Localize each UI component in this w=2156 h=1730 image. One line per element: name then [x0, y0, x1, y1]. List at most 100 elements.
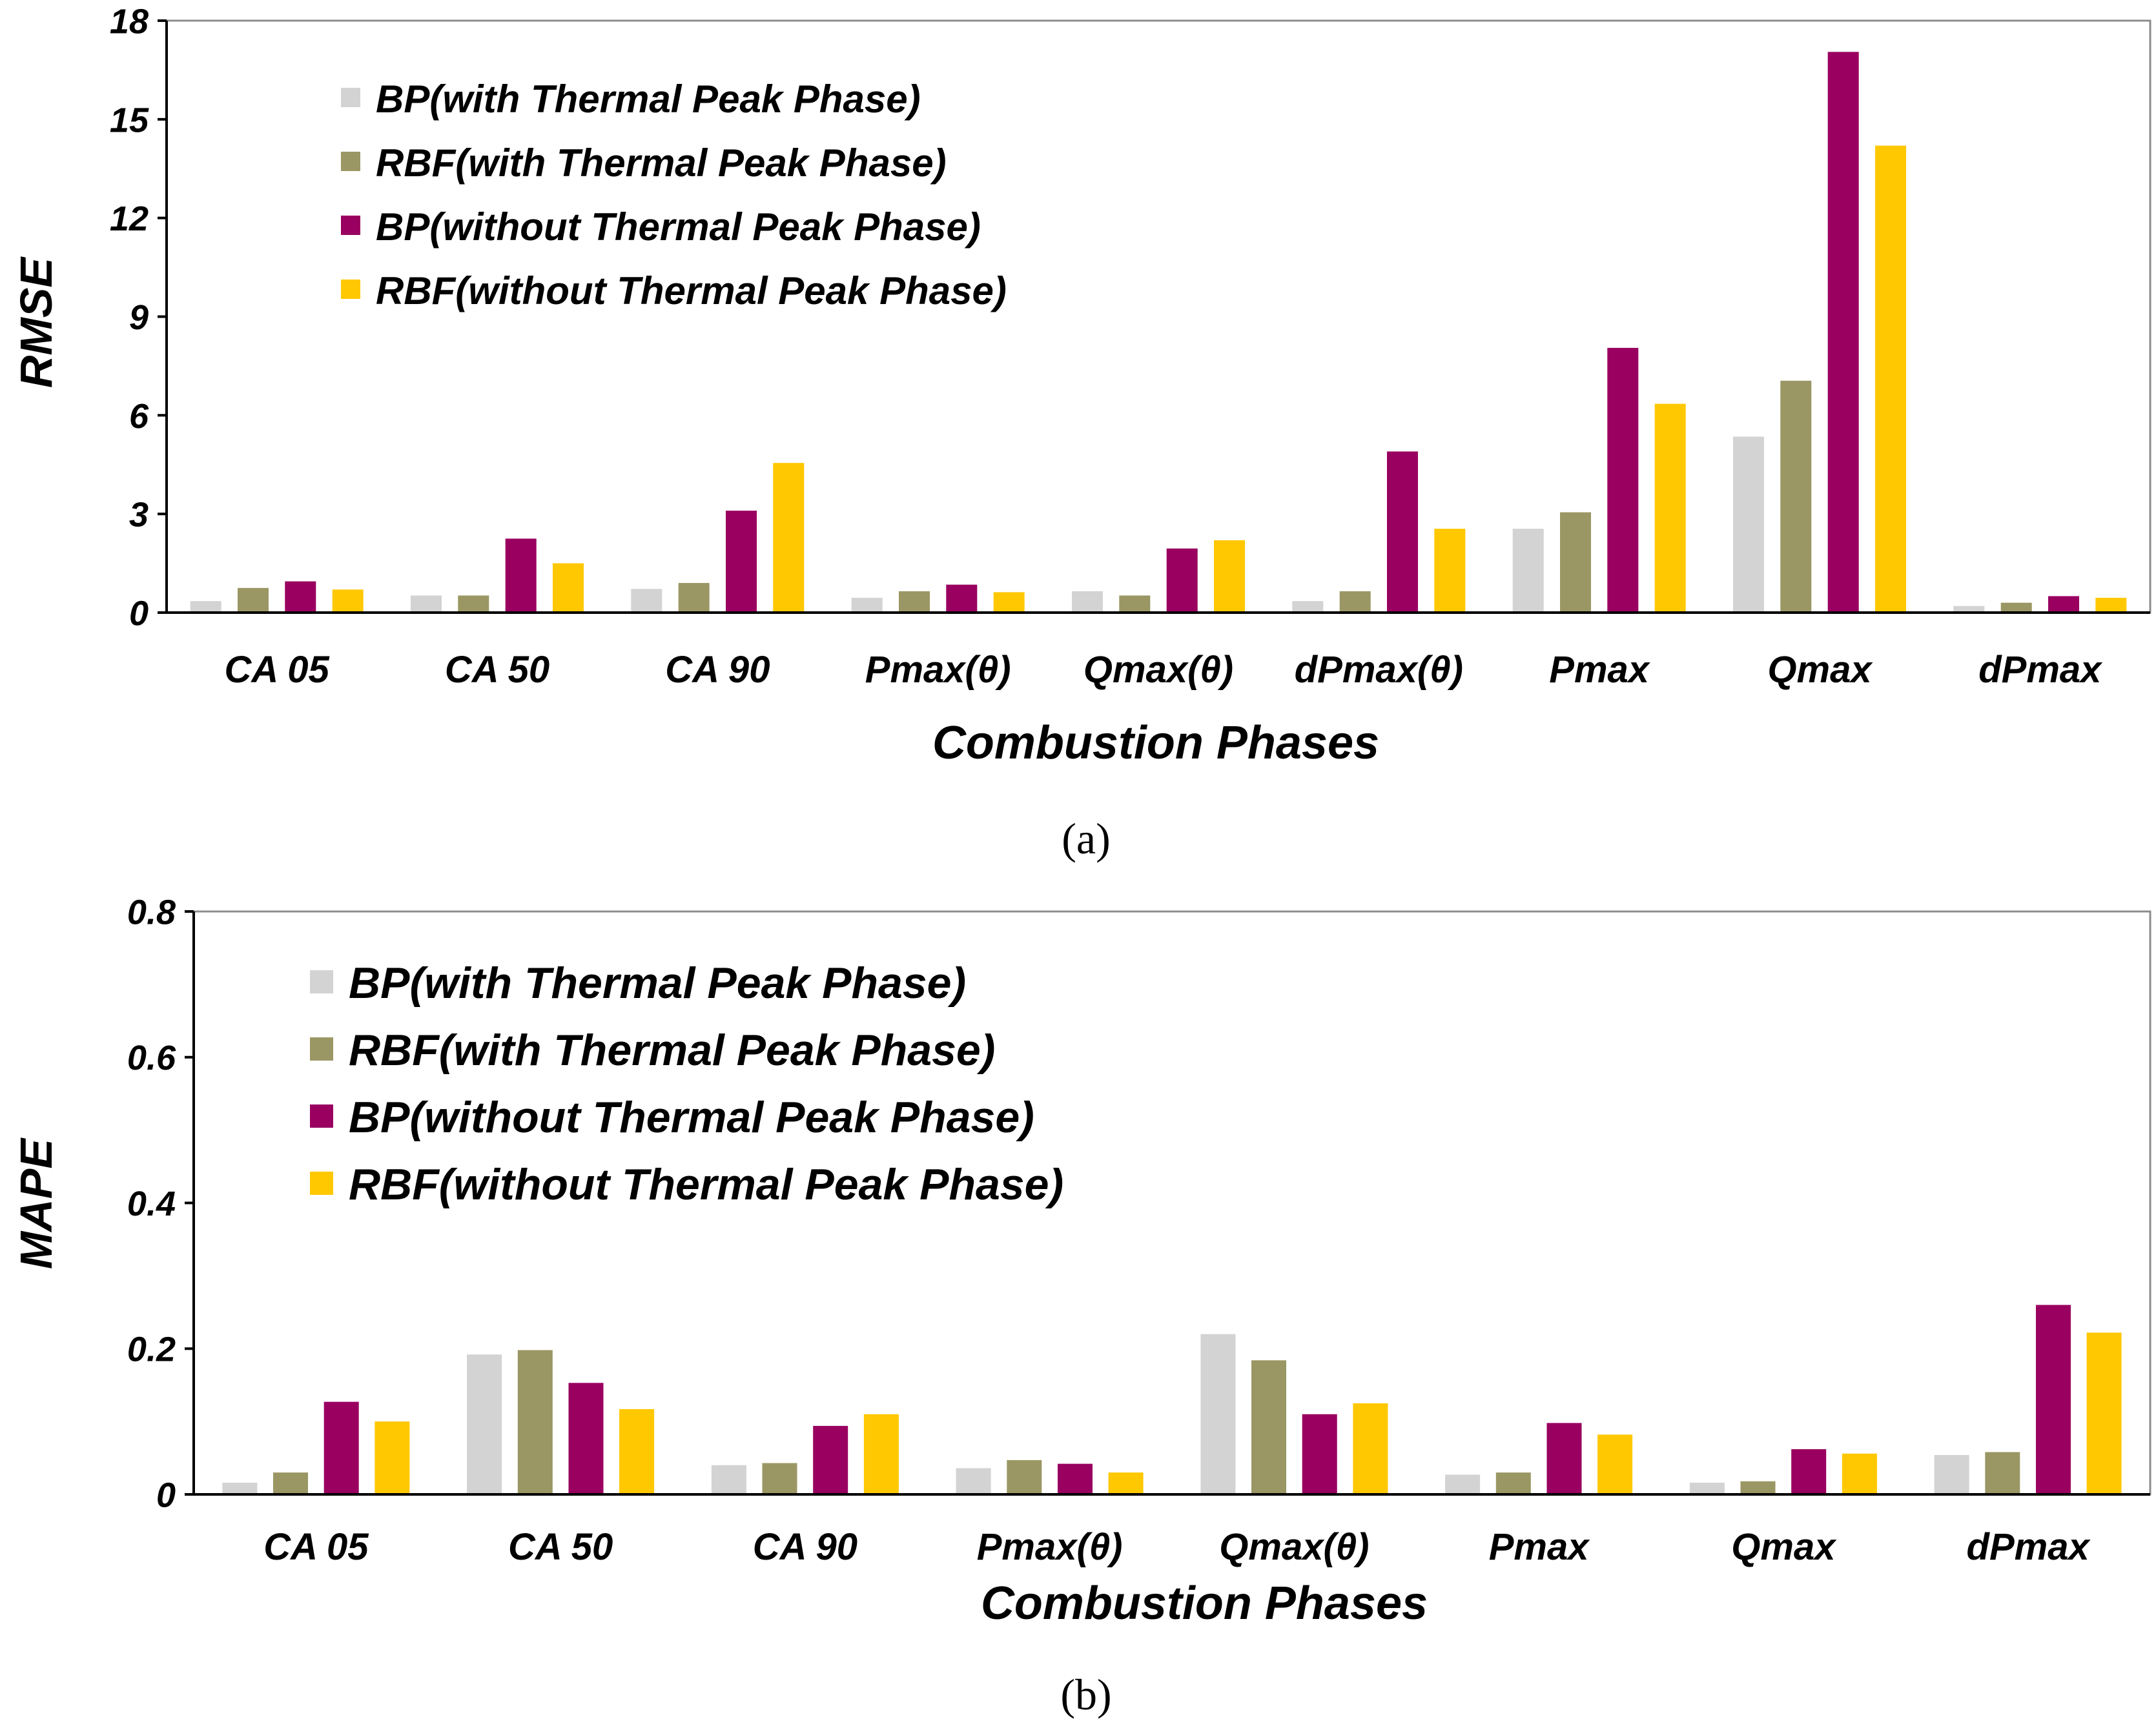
- chart-b-x-tick-label-5: Pmax: [1489, 1526, 1591, 1568]
- chart-a-bar-0-0: [190, 601, 221, 613]
- chart-b-bar-5-3: [1597, 1434, 1633, 1494]
- chart-a-bar-6-1: [1560, 512, 1591, 613]
- chart-b-bar-4-1: [1251, 1360, 1286, 1494]
- chart-b-x-tick-label-2: CA 90: [753, 1526, 857, 1568]
- chart-a-bar-7-2: [1827, 52, 1859, 613]
- chart-b-bar-7-0: [1934, 1455, 1969, 1494]
- chart-a-bar-1-3: [553, 563, 584, 613]
- chart-a-y-tick-label-1: 3: [129, 496, 149, 534]
- chart-a-bar-6-2: [1607, 347, 1639, 613]
- chart-a-legend: BP(with Thermal Peak Phase) RBF(with Ther…: [341, 77, 1007, 312]
- chart-a-bar-5-1: [1339, 591, 1371, 613]
- chart-a-bar-3-1: [899, 591, 930, 613]
- chart-b-bar-7-2: [2036, 1305, 2071, 1494]
- chart-a-bar-0-1: [238, 587, 269, 613]
- chart-b-caption: (b): [1060, 1670, 1111, 1719]
- chart-b-bar-4-2: [1302, 1414, 1337, 1494]
- chart-b-bar-3-0: [956, 1468, 991, 1494]
- chart-a-x-tick-label-8: dPmax: [1978, 649, 2103, 691]
- chart-a-x-tick-label-7: Qmax: [1767, 649, 1873, 691]
- chart-a-bar-1-0: [411, 595, 442, 613]
- chart-a-bar-2-0: [631, 589, 662, 613]
- chart-a-rmse: 0 3 6 9 12 15 18 CA 05 CA 50 CA 90 Pmax(θ) Qmax(θ)…: [11, 2, 2151, 863]
- chart-a-legend-swatch-2: [341, 216, 360, 235]
- chart-a-bar-3-0: [851, 598, 883, 613]
- chart-a-bar-1-2: [505, 538, 537, 613]
- chart-a-y-tick-label-4: 12: [110, 199, 149, 238]
- chart-b-y-ticks: 0 0.2 0.4 0.6 0.8: [127, 893, 194, 1514]
- chart-b-bar-1-2: [568, 1383, 604, 1494]
- chart-b-legend-label-3: RBF(without Thermal Peak Phase): [349, 1160, 1063, 1209]
- chart-b-x-tick-label-1: CA 50: [508, 1526, 613, 1568]
- chart-a-x-tick-label-5: dPmax(θ): [1295, 649, 1463, 691]
- chart-a-x-tick-label-2: CA 90: [665, 649, 770, 691]
- chart-a-legend-label-3: RBF(without Thermal Peak Phase): [376, 269, 1007, 312]
- chart-a-y-tick-label-5: 15: [110, 101, 149, 139]
- chart-b-bar-0-3: [375, 1421, 410, 1494]
- chart-b-bar-6-1: [1740, 1481, 1776, 1494]
- chart-b-bar-3-1: [1007, 1460, 1042, 1494]
- chart-a-x-tick-label-1: CA 50: [445, 649, 549, 691]
- chart-b-legend-swatch-0: [310, 970, 333, 993]
- chart-b-bar-5-1: [1495, 1472, 1531, 1494]
- chart-a-bar-4-2: [1166, 548, 1198, 613]
- chart-a-bars: [190, 52, 2127, 613]
- chart-b-bar-0-2: [323, 1401, 359, 1494]
- chart-b-x-tick-label-7: dPmax: [1967, 1526, 2091, 1568]
- chart-b-bar-2-2: [813, 1425, 848, 1494]
- chart-a-bar-7-0: [1733, 436, 1764, 613]
- chart-a-x-tick-labels: CA 05 CA 50 CA 90 Pmax(θ) Qmax(θ) dPmax(θ) Pma…: [225, 649, 2104, 691]
- chart-a-bar-7-3: [1875, 145, 1906, 613]
- chart-a-legend-swatch-0: [341, 88, 360, 107]
- chart-a-bar-0-3: [332, 589, 364, 613]
- chart-a-x-tick-label-6: Pmax: [1549, 649, 1651, 691]
- chart-b-legend-label-1: RBF(with Thermal Peak Phase): [349, 1026, 995, 1075]
- chart-a-legend-label-2: BP(without Thermal Peak Phase): [376, 205, 981, 249]
- chart-a-bar-5-2: [1387, 451, 1418, 613]
- chart-a-x-tick-label-0: CA 05: [225, 649, 330, 691]
- chart-a-caption: (a): [1062, 814, 1110, 863]
- chart-b-bar-2-1: [762, 1463, 797, 1494]
- chart-a-bar-5-3: [1434, 529, 1466, 613]
- chart-b-bar-6-0: [1689, 1482, 1725, 1494]
- chart-b-x-tick-labels: CA 05 CA 50 CA 90 Pmax(θ) Qmax(θ) Pmax Qmax dPm…: [263, 1526, 2091, 1568]
- chart-a-bar-5-0: [1292, 601, 1324, 613]
- chart-b-bar-1-1: [517, 1350, 553, 1494]
- chart-b-y-tick-label-1: 0.2: [127, 1330, 176, 1369]
- chart-b-y-tick-label-2: 0.4: [127, 1185, 176, 1223]
- chart-a-legend-label-1: RBF(with Thermal Peak Phase): [376, 141, 947, 185]
- chart-a-bar-2-2: [726, 511, 757, 613]
- chart-a-bar-4-1: [1119, 595, 1151, 613]
- chart-a-y-axis-label: RMSE: [11, 256, 61, 389]
- chart-b-x-tick-label-3: Pmax(θ): [977, 1526, 1123, 1568]
- chart-a-bar-8-1: [2000, 602, 2032, 613]
- chart-a-legend-label-0: BP(with Thermal Peak Phase): [376, 77, 921, 121]
- chart-a-bar-7-1: [1780, 380, 1812, 613]
- chart-a-legend-swatch-1: [341, 152, 360, 171]
- chart-b-bar-1-0: [467, 1354, 502, 1494]
- chart-b-bar-6-2: [1791, 1449, 1827, 1494]
- chart-b-bar-1-3: [619, 1409, 655, 1494]
- chart-a-bar-8-3: [2095, 598, 2127, 613]
- chart-a-x-tick-label-4: Qmax(θ): [1083, 649, 1233, 691]
- chart-b-bar-2-0: [711, 1465, 746, 1494]
- chart-a-bar-6-0: [1512, 529, 1544, 613]
- chart-b-bar-0-1: [273, 1472, 308, 1494]
- chart-b-bar-4-0: [1200, 1334, 1236, 1494]
- chart-b-y-axis-label: MAPE: [11, 1137, 61, 1270]
- chart-b-legend: BP(with Thermal Peak Phase) RBF(with Ther…: [310, 959, 1063, 1209]
- chart-a-legend-swatch-3: [341, 280, 360, 299]
- chart-b-y-tick-label-4: 0.8: [127, 893, 176, 931]
- chart-a-y-tick-label-2: 6: [129, 397, 149, 436]
- chart-a-bar-8-0: [1953, 606, 1985, 613]
- chart-b-mape: 0 0.2 0.4 0.6 0.8 CA 05 CA 50 CA 90 Pmax(θ) Qmax…: [11, 893, 2151, 1719]
- chart-a-x-tick-label-3: Pmax(θ): [865, 649, 1011, 691]
- chart-a-y-tick-label-0: 0: [129, 594, 149, 633]
- chart-b-x-tick-label-4: Qmax(θ): [1219, 1526, 1369, 1568]
- chart-b-x-tick-label-6: Qmax: [1731, 1526, 1837, 1568]
- chart-b-legend-swatch-1: [310, 1037, 333, 1061]
- chart-a-bar-1-1: [458, 595, 489, 613]
- chart-b-x-tick-label-0: CA 05: [263, 1526, 369, 1568]
- chart-a-bar-2-3: [773, 463, 805, 613]
- chart-a-bar-8-2: [2048, 596, 2079, 613]
